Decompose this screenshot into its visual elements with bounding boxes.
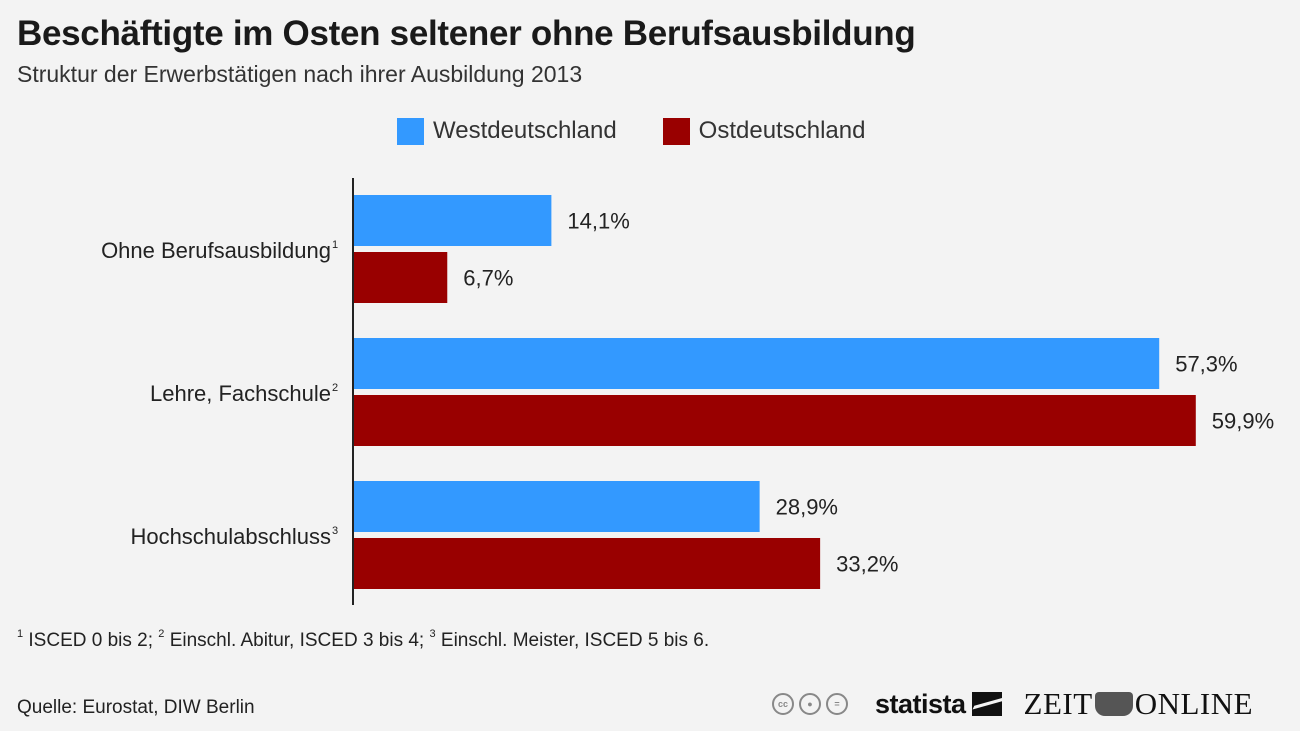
- bar-west: [353, 338, 1160, 389]
- category-label: Hochschulabschluss: [130, 524, 331, 549]
- data-label: 59,9%: [1212, 409, 1274, 434]
- zeit-wordmark-left: ZEIT: [1023, 686, 1093, 721]
- legend-item-west: Westdeutschland: [397, 117, 617, 145]
- chart-subtitle: Struktur der Erwerbstätigen nach ihrer A…: [17, 61, 583, 87]
- legend-swatch-east: [662, 117, 690, 145]
- zeit-online-logo[interactable]: ZEIT ONLINE: [1024, 686, 1254, 722]
- statista-logo[interactable]: statista: [875, 689, 1002, 720]
- data-label: 57,3%: [1175, 352, 1237, 377]
- legend-swatch-west: [397, 117, 424, 145]
- footnote: 1 ISCED 0 bis 2; 2 Einschl. Abitur, ISCE…: [17, 628, 710, 652]
- bar-east: [353, 395, 1196, 446]
- branding: cc ● = statista ZEIT ONLINE: [772, 686, 1253, 722]
- data-label: 14,1%: [567, 209, 629, 234]
- statista-mark-icon: [971, 692, 1002, 716]
- cc-icon: cc: [772, 693, 794, 715]
- legend: Westdeutschland Ostdeutschland: [397, 117, 911, 145]
- category-footnote-mark: 1: [332, 239, 338, 251]
- legend-item-east: Ostdeutschland: [662, 117, 866, 145]
- bar-east: [353, 252, 448, 303]
- legend-label-east: Ostdeutschland: [698, 117, 866, 144]
- source-note: Quelle: Eurostat, DIW Berlin: [17, 697, 255, 718]
- category-label: Lehre, Fachschule: [150, 381, 331, 406]
- bar-west: [353, 481, 760, 532]
- nd-icon: =: [826, 693, 848, 715]
- category-footnote-mark: 3: [332, 525, 338, 537]
- footnote-text-3: Einschl. Meister, ISCED 5 bis 6.: [435, 630, 710, 651]
- bar-east: [353, 538, 821, 589]
- license-icons[interactable]: cc ● =: [772, 693, 853, 715]
- data-label: 33,2%: [836, 552, 898, 577]
- data-label: 6,7%: [463, 266, 513, 291]
- statista-wordmark: statista: [875, 688, 966, 719]
- footnote-text-2: Einschl. Abitur, ISCED 3 bis 4;: [164, 630, 430, 651]
- zeit-wordmark-right: ONLINE: [1134, 686, 1254, 721]
- category-label: Ohne Berufsausbildung: [101, 238, 331, 263]
- data-label: 28,9%: [776, 495, 838, 520]
- zeit-crest-icon: [1094, 692, 1133, 716]
- bar-west: [353, 195, 552, 246]
- footnote-mark-1: 1: [17, 628, 24, 640]
- legend-label-west: Westdeutschland: [433, 117, 617, 144]
- footnote-text-1: ISCED 0 bis 2;: [23, 630, 159, 651]
- footnote-mark-3: 3: [429, 628, 436, 640]
- chart-title: Beschäftigte im Osten seltener ohne Beru…: [17, 14, 916, 53]
- footnote-mark-2: 2: [158, 628, 165, 640]
- category-footnote-mark: 2: [332, 382, 338, 394]
- by-icon: ●: [799, 693, 821, 715]
